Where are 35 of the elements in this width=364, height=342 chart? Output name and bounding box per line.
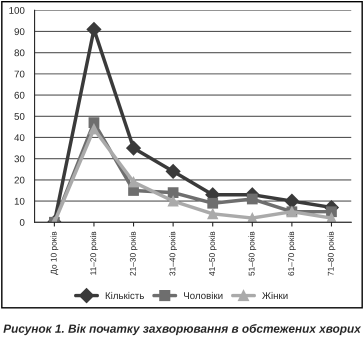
y-tick-label: 40 (14, 134, 24, 142)
point (246, 194, 258, 204)
point (207, 198, 218, 209)
point (86, 22, 102, 37)
y-tick-label: 100 (9, 6, 24, 14)
y-tick-label: 0 (20, 219, 24, 226)
y-tick-label: 80 (14, 49, 24, 56)
text: Рисунок 1. Вік початку захворювання в обстежених хворих (3, 324, 362, 336)
y-tick-label: 30 (14, 155, 24, 162)
y-tick-label: 20 (14, 176, 24, 184)
point (126, 140, 141, 156)
point (284, 194, 300, 208)
x-tick-label: 61–70 років (288, 232, 296, 276)
x-tick-label: 41–50 років (208, 232, 217, 276)
legend-label: Жінки (262, 292, 288, 299)
point (88, 124, 100, 134)
y-tick-label: 70 (14, 70, 24, 78)
x-tick-label: 71–80 років (328, 232, 336, 276)
point (168, 196, 179, 206)
x-tick-label: До 10 років (50, 232, 58, 275)
y-tick-label: 10 (14, 198, 24, 205)
x-tick-label: 11–20 років (90, 232, 98, 275)
point (166, 164, 181, 179)
legend-label: Кількість (106, 292, 144, 300)
y-tick-label: 60 (14, 92, 24, 99)
point (88, 117, 100, 128)
point (168, 187, 179, 198)
x-tick-label: 31–40 років (169, 232, 178, 276)
x-tick-label: 21–30 років (130, 232, 138, 276)
point (207, 208, 218, 220)
y-tick-label: 50 (14, 113, 24, 120)
x-tick-label: 51–60 років (248, 232, 256, 276)
point (128, 176, 139, 188)
y-tick-label: 90 (14, 28, 24, 36)
legend-label: Чоловіки (184, 292, 222, 300)
